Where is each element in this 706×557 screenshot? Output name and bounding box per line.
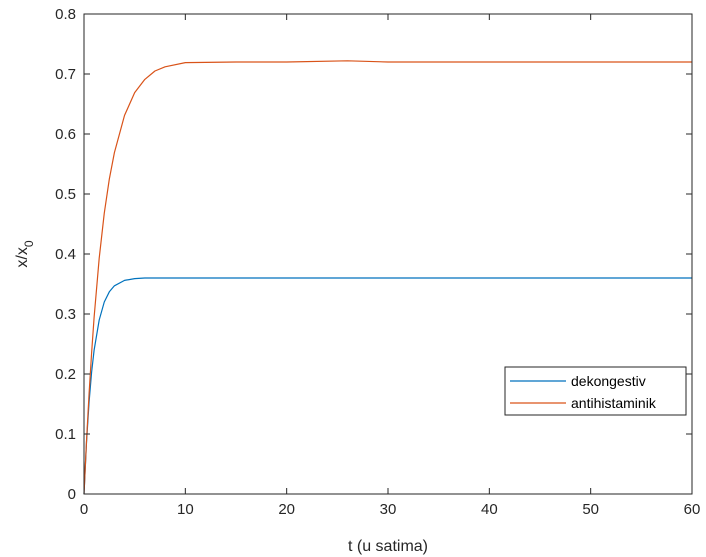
y-tick-label-6: 0.6 (55, 126, 76, 143)
legend: dekongestiv antihistaminik (504, 366, 687, 416)
legend-box (504, 366, 687, 416)
series-layer (83, 60, 692, 495)
y-tick-label-5: 0.5 (55, 186, 76, 203)
series-line-dekongestiv (83, 277, 692, 495)
x-axis-label: t (u satima) (348, 538, 428, 555)
y-tick-label-8: 0.8 (55, 6, 76, 23)
y-tick-label-2: 0.2 (55, 366, 76, 383)
y-tick-label-0: 0 (68, 486, 76, 503)
y-axis-label-main: x/x (14, 247, 31, 267)
legend-label-antihistaminik: antihistaminik (571, 395, 657, 411)
plot-area (84, 14, 692, 494)
x-tick-label-1: 10 (177, 501, 194, 518)
x-tick-label-3: 30 (380, 501, 397, 518)
legend-label-dekongestiv: dekongestiv (571, 373, 646, 389)
x-tick-label-0: 0 (80, 501, 88, 518)
x-tick-label-5: 50 (582, 501, 599, 518)
x-tick-label-2: 20 (278, 501, 295, 518)
y-tick-label-7: 0.7 (55, 66, 76, 83)
series-line-antihistaminik (83, 60, 692, 495)
x-tick-label-4: 40 (481, 501, 498, 518)
y-tick-label-4: 0.4 (55, 246, 76, 263)
ticks-layer: 0 10 20 30 40 50 60 0 0.1 0.2 0.3 0.4 0.5 0.6 0.7 0.8 (55, 6, 700, 518)
y-tick-label-1: 0.1 (55, 426, 76, 443)
y-tick-label-3: 0.3 (55, 306, 76, 323)
y-axis-label-subscript: 0 (22, 240, 36, 247)
y-axis-label: x/x0 (14, 240, 36, 267)
x-tick-label-6: 60 (684, 501, 701, 518)
